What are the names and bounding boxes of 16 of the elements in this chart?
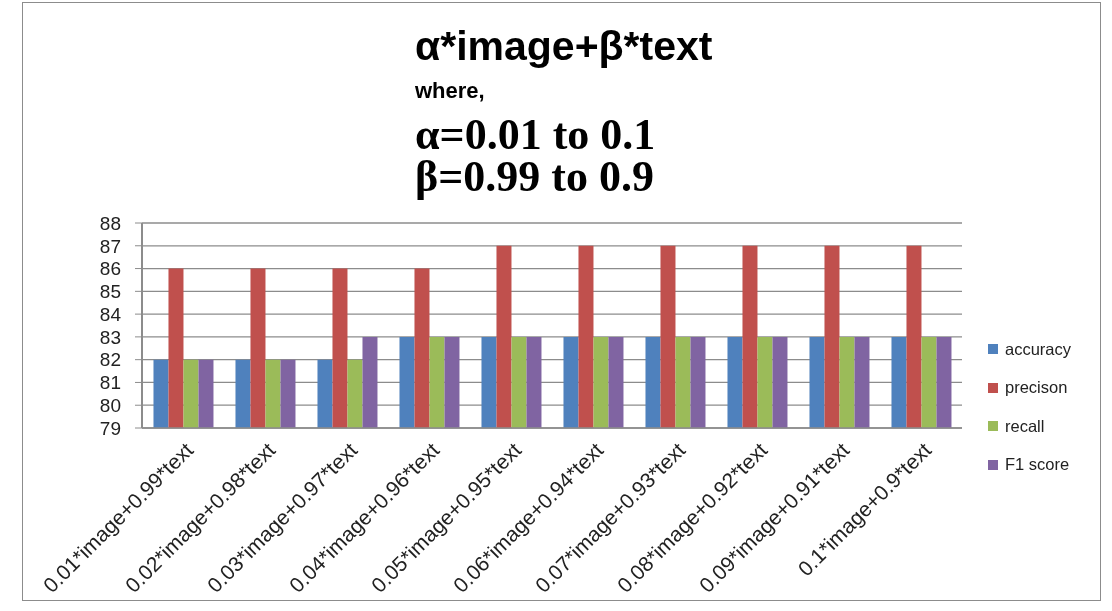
y-tick-label: 80 xyxy=(99,394,121,416)
y-tick-label: 83 xyxy=(99,326,121,348)
y-tick-label: 82 xyxy=(99,349,121,371)
legend-label: recall xyxy=(1005,416,1045,436)
y-tick-label: 81 xyxy=(99,372,121,394)
legend-label: accuracy xyxy=(1005,339,1072,359)
y-tick-label: 87 xyxy=(99,235,121,257)
y-tick-label: 86 xyxy=(99,258,121,280)
y-tick-label: 84 xyxy=(99,303,122,325)
y-tick-label: 88 xyxy=(99,212,121,234)
legend-label: precison xyxy=(1005,378,1068,398)
y-tick-label: 85 xyxy=(99,281,121,303)
chart-title: α*image+β*text xyxy=(415,23,713,71)
y-tick-label: 79 xyxy=(99,417,121,439)
legend-label: F1 score xyxy=(1005,455,1070,475)
chart-subtitle: where, xyxy=(415,78,485,104)
